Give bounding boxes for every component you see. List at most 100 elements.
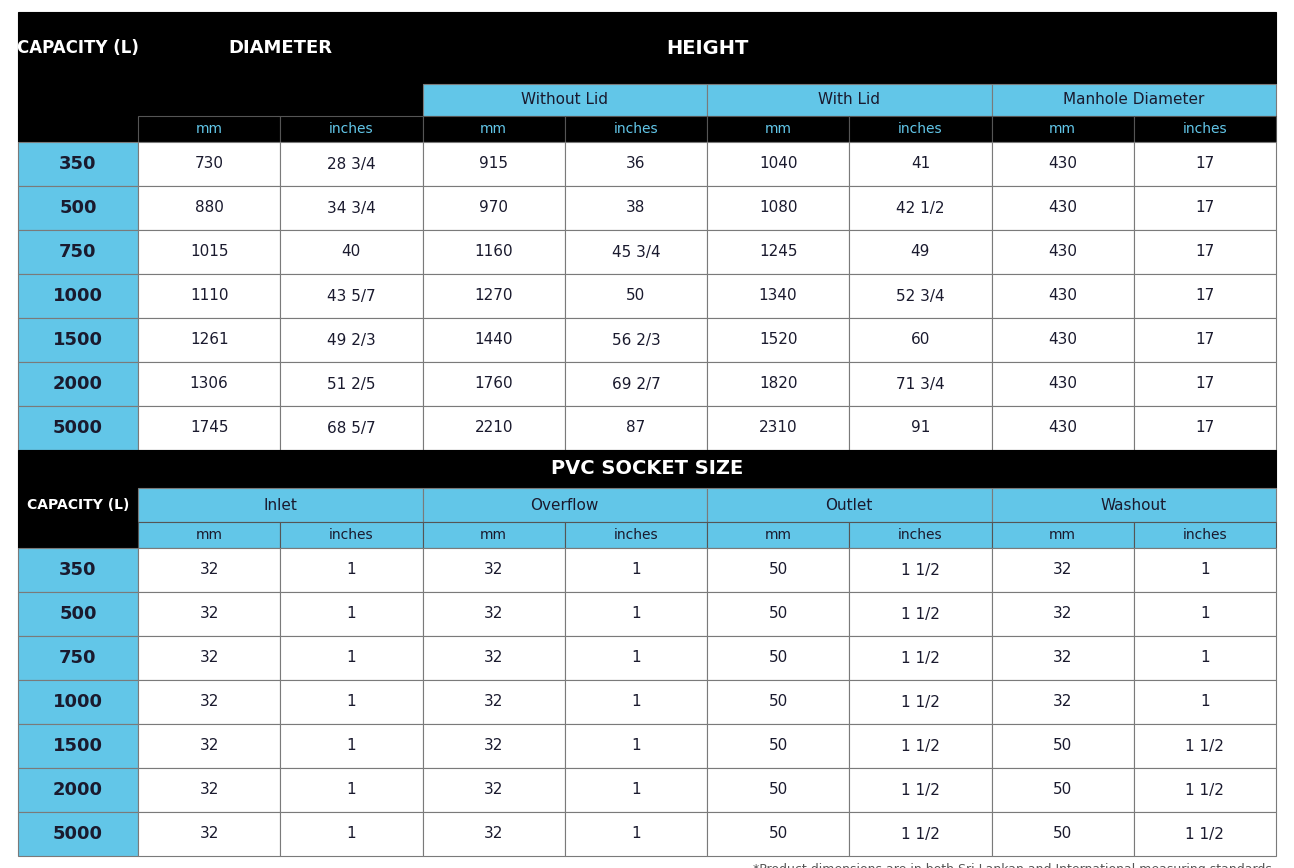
Bar xyxy=(423,362,564,406)
Text: 1 1/2: 1 1/2 xyxy=(901,562,939,577)
Text: 730: 730 xyxy=(194,156,224,172)
Text: 42 1/2: 42 1/2 xyxy=(897,201,945,215)
Bar xyxy=(281,548,423,592)
Text: 50: 50 xyxy=(769,782,788,798)
Text: 28 3/4: 28 3/4 xyxy=(327,156,375,172)
Bar xyxy=(707,186,849,230)
Bar xyxy=(423,406,564,450)
Bar xyxy=(138,406,281,450)
Bar xyxy=(281,186,423,230)
Bar xyxy=(1134,812,1276,856)
Bar xyxy=(18,142,138,186)
Text: 1: 1 xyxy=(347,607,356,621)
Bar xyxy=(281,318,423,362)
Bar xyxy=(707,812,849,856)
Bar xyxy=(18,768,138,812)
Text: 1160: 1160 xyxy=(475,245,512,260)
Bar xyxy=(18,522,138,548)
Text: 50: 50 xyxy=(769,650,788,666)
Text: 1040: 1040 xyxy=(758,156,797,172)
Text: mm: mm xyxy=(765,528,792,542)
Text: 1306: 1306 xyxy=(190,377,229,391)
Bar xyxy=(138,84,423,116)
Bar xyxy=(281,522,423,548)
Bar xyxy=(423,230,564,274)
Text: 1: 1 xyxy=(631,562,641,577)
Text: 1: 1 xyxy=(1200,562,1210,577)
Text: mm: mm xyxy=(1049,122,1077,136)
Text: 17: 17 xyxy=(1196,377,1215,391)
Text: 17: 17 xyxy=(1196,332,1215,347)
Text: 40: 40 xyxy=(342,245,361,260)
Bar xyxy=(991,186,1134,230)
Bar xyxy=(18,724,138,768)
Text: 69 2/7: 69 2/7 xyxy=(612,377,660,391)
Text: 1: 1 xyxy=(1200,694,1210,709)
Bar xyxy=(849,680,991,724)
Bar xyxy=(991,680,1134,724)
Bar xyxy=(1134,548,1276,592)
Bar xyxy=(138,488,423,522)
Text: 32: 32 xyxy=(199,607,219,621)
Text: 17: 17 xyxy=(1196,156,1215,172)
Bar xyxy=(138,724,281,768)
Text: 2210: 2210 xyxy=(475,420,512,436)
Text: 17: 17 xyxy=(1196,288,1215,304)
Text: mm: mm xyxy=(480,122,507,136)
Text: 1500: 1500 xyxy=(53,331,104,349)
Bar xyxy=(564,116,707,142)
Text: 1 1/2: 1 1/2 xyxy=(901,650,939,666)
Bar xyxy=(564,724,707,768)
Bar xyxy=(564,274,707,318)
Text: 1: 1 xyxy=(631,739,641,753)
Text: 2310: 2310 xyxy=(758,420,797,436)
Text: 32: 32 xyxy=(484,826,503,841)
Bar xyxy=(1134,116,1276,142)
Text: 32: 32 xyxy=(199,694,219,709)
Bar xyxy=(707,318,849,362)
Bar xyxy=(1134,680,1276,724)
Text: 49: 49 xyxy=(911,245,930,260)
Bar xyxy=(707,116,849,142)
Text: 915: 915 xyxy=(479,156,509,172)
Bar xyxy=(1134,274,1276,318)
Text: 50: 50 xyxy=(769,607,788,621)
Bar xyxy=(991,488,1276,522)
Text: inches: inches xyxy=(613,122,659,136)
Bar xyxy=(18,406,138,450)
Text: 32: 32 xyxy=(484,782,503,798)
Text: 430: 430 xyxy=(1048,156,1077,172)
Bar xyxy=(423,592,564,636)
Bar xyxy=(1134,142,1276,186)
Text: 1110: 1110 xyxy=(190,288,228,304)
Bar xyxy=(849,116,991,142)
Bar xyxy=(849,406,991,450)
Text: 970: 970 xyxy=(479,201,509,215)
Bar xyxy=(991,12,1276,84)
Bar xyxy=(991,724,1134,768)
Bar xyxy=(849,230,991,274)
Bar xyxy=(564,186,707,230)
Text: 1440: 1440 xyxy=(475,332,512,347)
Text: 1745: 1745 xyxy=(190,420,228,436)
Text: 1 1/2: 1 1/2 xyxy=(1185,826,1224,841)
Text: 91: 91 xyxy=(911,420,930,436)
Bar xyxy=(849,522,991,548)
Text: 60: 60 xyxy=(911,332,930,347)
Text: 1: 1 xyxy=(347,562,356,577)
Text: 43 5/7: 43 5/7 xyxy=(327,288,375,304)
Text: 1: 1 xyxy=(1200,607,1210,621)
Bar xyxy=(281,116,423,142)
Text: 32: 32 xyxy=(199,826,219,841)
Text: 1760: 1760 xyxy=(475,377,512,391)
Text: 50: 50 xyxy=(769,739,788,753)
Bar xyxy=(849,186,991,230)
Bar xyxy=(423,548,564,592)
Text: 1: 1 xyxy=(631,694,641,709)
Bar xyxy=(138,680,281,724)
Text: 1080: 1080 xyxy=(758,201,797,215)
Text: 1015: 1015 xyxy=(190,245,228,260)
Text: 17: 17 xyxy=(1196,420,1215,436)
Bar xyxy=(991,592,1134,636)
Text: 2000: 2000 xyxy=(53,375,104,393)
